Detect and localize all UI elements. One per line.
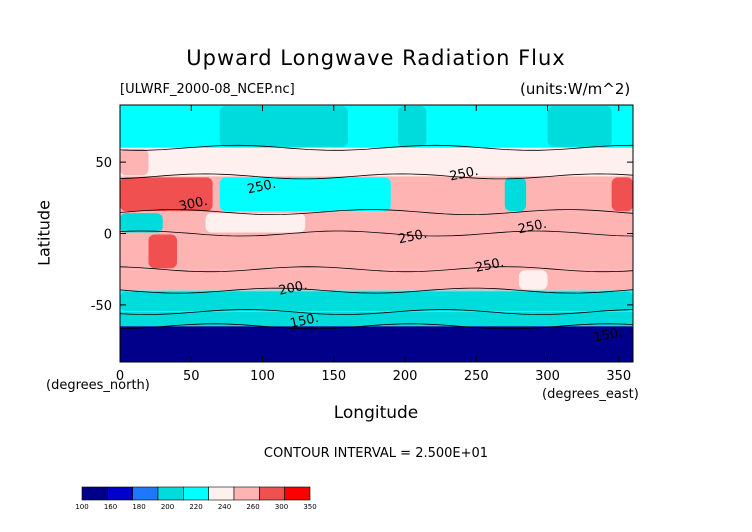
- colorbar: 100 160 180 200 220 240 260 300 350: [75, 486, 317, 511]
- contour-label-0: 250.: [448, 164, 479, 185]
- x-axis-label: Longitude: [333, 403, 419, 423]
- contour-label-6: 200.: [277, 278, 308, 299]
- y-tick-label-0: 50: [95, 156, 112, 171]
- contour-interval-label: CONTOUR INTERVAL = 2.500E+01: [263, 446, 489, 461]
- colorbar-label-0: 100: [75, 503, 88, 511]
- colorbar-label-8: 350: [303, 503, 316, 511]
- contour-label-1: 250.: [246, 177, 277, 198]
- field-region-5-0: [519, 270, 548, 290]
- field-region-2-3: [504, 177, 527, 212]
- colorbar-label-5: 240: [218, 503, 231, 511]
- contour-line-1: [119, 144, 634, 151]
- x-tick-label-6: 300: [535, 369, 560, 384]
- colorbar-swatch-1: [107, 486, 133, 501]
- field-region-0-2: [547, 106, 612, 147]
- field-region-4-0: [148, 234, 177, 269]
- heatmap-field: [120, 105, 633, 362]
- field-band-3: [120, 212, 633, 234]
- contour-line-4: [119, 230, 634, 237]
- contour-label-4: 250.: [517, 217, 548, 238]
- field-region-3-1: [205, 213, 306, 233]
- field-region-1-1: [205, 148, 263, 176]
- field-region-2-4: [611, 177, 633, 212]
- field-region-2-0: [120, 177, 213, 212]
- chart-title: Upward Longwave Radiation Flux: [186, 46, 566, 70]
- contour-label-8: 150.: [592, 325, 623, 346]
- colorbar-label-4: 220: [189, 503, 202, 511]
- x-tick-label-0: 0: [116, 369, 124, 384]
- contour-line-3: [119, 209, 634, 216]
- colorbar-label-1: 160: [104, 503, 117, 511]
- field-region-8-0: [120, 327, 633, 361]
- colorbar-swatch-5: [208, 486, 235, 501]
- y-tick-label-2: -50: [91, 299, 112, 314]
- contour-labels: 250. 250. 300. 250. 250. 250. 200. 150. 150.: [178, 164, 624, 346]
- colorbar-swatch-2: [132, 486, 159, 501]
- x-tick-label-1: 50: [183, 369, 200, 384]
- colorbar-swatch-3: [157, 486, 184, 501]
- contour-label-5: 250.: [474, 255, 505, 276]
- contour-label-7: 150.: [289, 311, 320, 332]
- field-region-2-1: [219, 177, 391, 212]
- contour-line-6: [119, 287, 634, 294]
- colorbar-swatch-8: [284, 486, 311, 501]
- field-band-4: [120, 233, 633, 270]
- colorbar-label-2: 180: [132, 503, 145, 511]
- contour-line-7: [119, 309, 634, 315]
- contour-line-8: [119, 323, 634, 330]
- colorbar-swatch-0: [81, 486, 108, 501]
- colorbar-swatch-4: [183, 486, 209, 501]
- field-region-0-0: [219, 106, 348, 147]
- field-region-3-2: [419, 213, 505, 233]
- contour-lines: [119, 144, 634, 330]
- field-region-6-0: [120, 291, 633, 312]
- field-band-7: [120, 312, 633, 327]
- x-tick-label-7: 350: [606, 369, 631, 384]
- field-region-1-0: [120, 148, 149, 176]
- x-tick-label-2: 100: [250, 369, 275, 384]
- x-unit-east-label: (degrees_east): [542, 387, 639, 402]
- contour-label-2: 300.: [178, 194, 209, 215]
- x-tick-label-4: 200: [393, 369, 418, 384]
- field-band-5: [120, 269, 633, 291]
- x-unit-north-label: (degrees_north): [46, 378, 150, 393]
- x-tick-label-3: 150: [321, 369, 346, 384]
- field-region-0-1: [397, 106, 427, 147]
- contour-line-5: [119, 266, 634, 273]
- field-region-3-0: [120, 213, 163, 233]
- units-label: (units:W/m^2): [520, 80, 631, 98]
- colorbar-swatch-6: [233, 486, 260, 501]
- axis-ticks: 0 50 100 150 200 250 300 350 50 0 -50: [91, 105, 633, 384]
- y-tick-label-1: 0: [104, 228, 112, 243]
- field-region-1-2: [262, 148, 377, 176]
- colorbar-label-3: 200: [161, 503, 174, 511]
- contour-label-3: 250.: [397, 227, 428, 248]
- colorbar-label-7: 300: [275, 503, 288, 511]
- colorbar-swatch-7: [259, 486, 285, 501]
- colorbar-label-6: 260: [246, 503, 259, 511]
- x-tick-label-5: 250: [464, 369, 489, 384]
- file-label: [ULWRF_2000-08_NCEP.nc]: [120, 82, 295, 97]
- contour-line-2: [119, 173, 634, 180]
